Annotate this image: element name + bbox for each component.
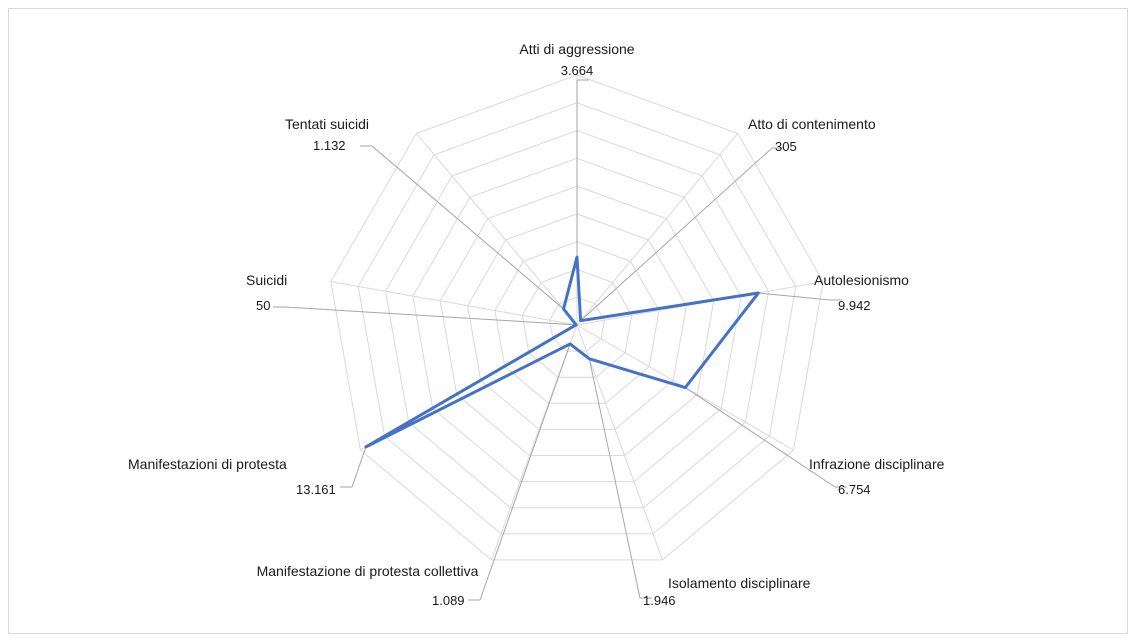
category-label: Infrazione disciplinare — [809, 456, 945, 472]
chart-frame — [8, 8, 1128, 634]
data-label: 9.942 — [838, 298, 871, 313]
category-label: Atti di aggressione — [519, 41, 635, 57]
category-label: Manifestazioni di protesta — [128, 456, 287, 472]
spoke — [576, 324, 663, 561]
data-label: 6.754 — [838, 482, 871, 497]
leader-line — [758, 292, 831, 301]
data-label: 1.089 — [432, 593, 465, 608]
leader-line — [685, 387, 836, 488]
data-label: 13.161 — [296, 482, 336, 497]
grid-ring — [467, 213, 687, 430]
grid-ring — [357, 102, 797, 535]
grid-ring — [384, 130, 770, 509]
leader-line — [580, 147, 773, 322]
leader-line — [588, 358, 641, 599]
spoke — [576, 133, 739, 326]
grid-ring — [330, 74, 824, 561]
data-label: 1.132 — [313, 138, 346, 153]
radar-line — [364, 255, 760, 449]
category-label: Suicidi — [246, 272, 288, 288]
data-label: 50 — [256, 298, 271, 313]
grid-ring — [412, 157, 742, 483]
data-label: 305 — [775, 139, 797, 154]
spoke — [415, 133, 578, 326]
data-label: 3.664 — [560, 63, 594, 78]
grid-ring — [521, 268, 633, 378]
category-label: Isolamento disciplinare — [668, 575, 811, 591]
grid-ring — [494, 241, 660, 404]
category-label: Atto di contenimento — [748, 116, 876, 132]
category-label: Manifestazione di protesta collettiva — [256, 563, 479, 579]
leader-line — [371, 145, 564, 310]
grid-ring — [439, 185, 715, 457]
data-label: 1.946 — [643, 593, 676, 608]
category-label: Autolesionismo — [814, 272, 909, 288]
leader-line — [351, 446, 367, 488]
category-label: Tentati suicidi — [285, 116, 370, 132]
spoke — [330, 281, 578, 326]
leader-line — [284, 306, 577, 326]
leader-line — [479, 343, 571, 601]
